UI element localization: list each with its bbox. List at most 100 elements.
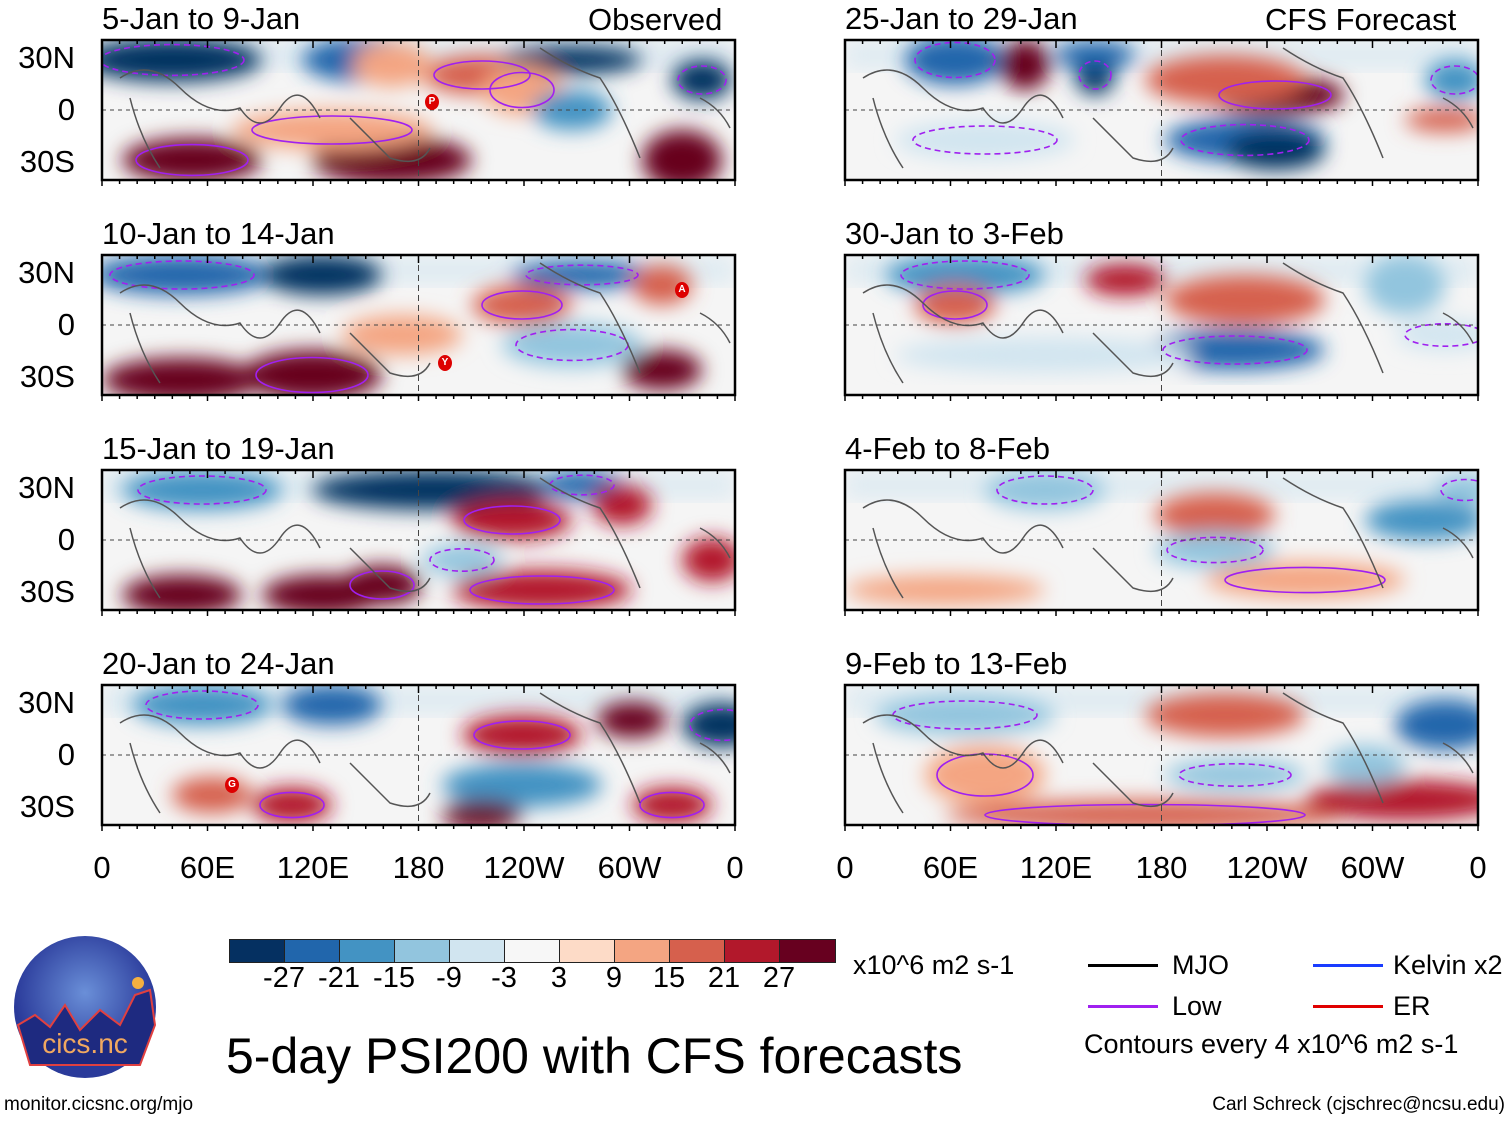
legend-line-er: [1313, 1005, 1383, 1008]
lat-label: 30S: [19, 144, 75, 179]
legend-line-low: [1088, 1005, 1158, 1008]
footer-url[interactable]: monitor.cicsnc.org/mjo: [4, 1094, 194, 1115]
anomaly-region: [1165, 759, 1305, 791]
lat-label: 30N: [18, 40, 75, 75]
anomaly-region: [925, 745, 1045, 805]
colorbar-swatch: [339, 939, 396, 963]
contour: [433, 60, 531, 90]
contour: [677, 65, 727, 95]
legend-line-mjo: [1088, 964, 1158, 967]
lat-label: 30N: [18, 685, 75, 720]
panel-title: 25-Jan to 29-Jan: [845, 1, 1078, 36]
contour: [463, 505, 561, 535]
contour: [525, 264, 639, 286]
contour: [639, 791, 705, 819]
contour: [349, 570, 415, 600]
colorbar-label: -9: [436, 962, 462, 994]
contour: [914, 41, 996, 79]
colorbar-swatch: [449, 939, 506, 963]
anomaly-region: [1305, 780, 1478, 820]
lat-label: 0: [57, 307, 75, 342]
map-panel: [100, 468, 737, 616]
contour: [251, 115, 413, 145]
contour: [900, 260, 1030, 290]
contour: [259, 791, 325, 819]
contour: [984, 803, 1306, 825]
contour: [109, 260, 255, 290]
lat-label: 30S: [19, 574, 75, 609]
panel-title: 30-Jan to 3-Feb: [845, 216, 1064, 251]
colorbar-swatch: [614, 939, 671, 963]
anomaly-region: [1155, 532, 1275, 568]
anomaly-region: [1000, 40, 1050, 90]
anomaly-region: [1145, 330, 1325, 370]
coastlines: [862, 477, 1474, 599]
contour: [102, 43, 245, 77]
panel-title: 4-Feb to 8-Feb: [845, 431, 1051, 466]
contour: [922, 290, 988, 320]
lat-label: 0: [57, 737, 75, 772]
anomaly-region: [682, 703, 735, 747]
anomaly-region: [985, 470, 1105, 510]
anomaly-region: [452, 500, 572, 540]
panel-title: 9-Feb to 13-Feb: [845, 646, 1068, 681]
contour: [996, 475, 1094, 505]
contour: [145, 690, 259, 720]
tropical-cyclone-marker: A: [675, 282, 689, 298]
colorbar-label: 21: [707, 962, 741, 994]
legend-label-low: Low: [1172, 991, 1222, 1021]
anomaly-region: [1145, 55, 1305, 105]
anomaly-region: [1365, 255, 1445, 315]
lat-label: 30N: [18, 255, 75, 290]
contour: [689, 708, 735, 742]
colorbar-swatch: [779, 939, 836, 963]
anomaly-region: [1395, 700, 1478, 750]
colorbar-swatch: [284, 939, 341, 963]
contour: [912, 125, 1058, 155]
anomaly-region: [1225, 130, 1325, 170]
map-panel: [843, 253, 1480, 401]
contour: [1440, 478, 1478, 502]
anomaly-region: [342, 315, 462, 355]
anomaly-region: [502, 323, 642, 367]
contour: [429, 548, 495, 573]
contour: [489, 71, 555, 109]
anomaly-region: [1325, 745, 1405, 785]
legend-label-kelvin: Kelvin x2: [1393, 950, 1503, 980]
contour: [473, 720, 571, 750]
legend-label-mjo: MJO: [1172, 950, 1229, 980]
anomaly-region: [672, 60, 732, 100]
panel-title: 5-Jan to 9-Jan: [102, 1, 301, 36]
coastlines: [862, 47, 1474, 169]
panel-title: 10-Jan to 14-Jan: [102, 216, 335, 251]
anomaly-region: [122, 470, 282, 510]
map-panel: [100, 38, 737, 186]
colorbar-swatch: [504, 939, 561, 963]
anomaly-region: [442, 800, 522, 825]
contour: [936, 753, 1034, 797]
lon-label: 0: [93, 850, 111, 885]
anomaly-region: [442, 763, 602, 807]
anomaly-region: [1205, 562, 1405, 598]
lon-label: 120E: [1019, 850, 1093, 885]
anomaly-region: [1365, 500, 1478, 540]
anomaly-region: [845, 575, 1045, 605]
coastlines: [862, 262, 1474, 384]
coastlines: [119, 477, 731, 599]
anomaly-region: [682, 538, 735, 582]
anomaly-region: [1055, 41, 1135, 69]
anomaly-region: [875, 695, 1055, 735]
anomaly-region: [1145, 693, 1305, 737]
contour: [1404, 323, 1478, 347]
anomaly-region: [632, 787, 712, 823]
lon-label: 120W: [483, 850, 565, 885]
observed-label: Observed: [588, 2, 723, 37]
lat-label: 0: [57, 522, 75, 557]
tropical-cyclone-marker: Y: [438, 355, 452, 371]
anomaly-region: [1085, 264, 1165, 296]
coastlines: [119, 262, 731, 384]
anomaly-region: [642, 130, 722, 180]
lon-label: 0: [1469, 850, 1487, 885]
lon-label: 60W: [1340, 850, 1405, 885]
contour-note: Contours every 4 x10^6 m2 s-1: [1084, 1029, 1459, 1059]
